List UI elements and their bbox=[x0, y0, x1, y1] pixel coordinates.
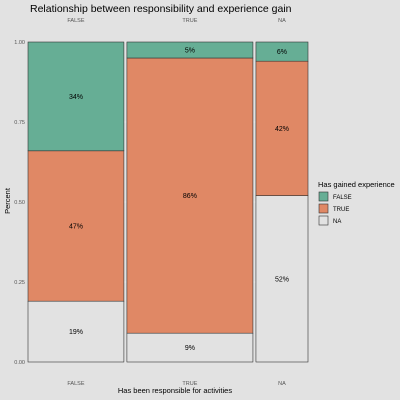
y-axis-title: Percent bbox=[3, 187, 12, 214]
legend-items: FALSE TRUE NA bbox=[318, 191, 352, 226]
bar-segment bbox=[255, 60, 309, 196]
legend-label: FALSE bbox=[333, 195, 352, 201]
segment-label: 42% bbox=[275, 126, 289, 133]
segment-label: 86% bbox=[183, 193, 197, 200]
bar-segment bbox=[126, 57, 254, 334]
legend-label: TRUE bbox=[333, 207, 349, 213]
legend-swatch bbox=[318, 215, 329, 226]
x-tick-label: NA bbox=[278, 381, 286, 387]
bar-segment bbox=[126, 332, 254, 363]
bar-segment bbox=[126, 41, 254, 59]
legend-title: Has gained experience bbox=[318, 180, 395, 189]
segment-label: 52% bbox=[275, 276, 289, 283]
bar-segment bbox=[255, 195, 309, 363]
top-category-labels: FALSE TRUE NA bbox=[67, 18, 286, 24]
y-tick-label: 1.00 bbox=[14, 40, 25, 46]
x-axis-ticks: FALSE TRUE NA bbox=[67, 381, 286, 387]
y-tick-label: 0.25 bbox=[14, 280, 25, 286]
y-axis-ticks: 0.00 0.25 0.50 0.75 1.00 bbox=[14, 40, 25, 366]
legend: Has gained experience FALSE TRUE NA bbox=[318, 180, 395, 226]
y-tick-label: 0.50 bbox=[14, 200, 25, 206]
bar-segment bbox=[27, 300, 125, 363]
segment-label: 5% bbox=[185, 48, 195, 55]
segment-label: 19% bbox=[69, 329, 83, 336]
legend-swatch bbox=[318, 203, 329, 214]
bar-segment bbox=[255, 41, 309, 62]
segment-label: 47% bbox=[69, 224, 83, 231]
chart-title: Relationship between responsibility and … bbox=[30, 3, 292, 15]
top-category-label: FALSE bbox=[67, 18, 84, 24]
top-category-label: NA bbox=[278, 18, 286, 24]
top-category-label: TRUE bbox=[182, 18, 197, 24]
segment-label: 6% bbox=[277, 49, 287, 56]
bars: 19% 47% 34% 9% 86% 5% 52% 42% 6% bbox=[27, 41, 309, 363]
bar-segment bbox=[27, 41, 125, 152]
x-tick-label: FALSE bbox=[67, 381, 84, 387]
segment-label: 34% bbox=[69, 94, 83, 101]
y-tick-label: 0.00 bbox=[14, 360, 25, 366]
y-tick-label: 0.75 bbox=[14, 120, 25, 126]
segment-label: 9% bbox=[185, 345, 195, 352]
x-axis-title: Has been responsible for activities bbox=[118, 386, 232, 395]
legend-label: NA bbox=[333, 219, 341, 225]
legend-swatch bbox=[318, 191, 329, 202]
bar-segment bbox=[27, 150, 125, 302]
x-tick-label: TRUE bbox=[182, 381, 197, 387]
